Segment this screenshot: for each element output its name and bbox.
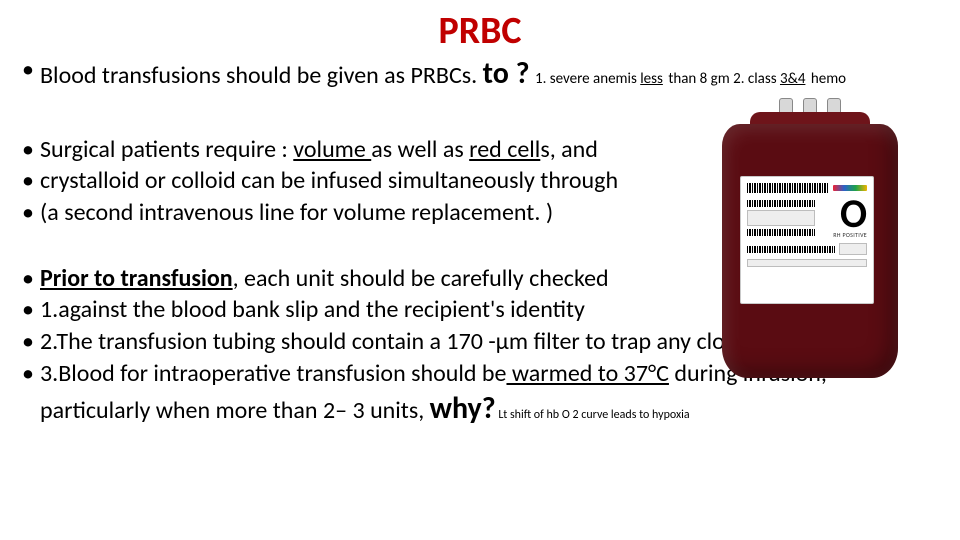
slide-title: PRBC (22, 8, 938, 54)
label-row: O RH POSITIVE (747, 197, 867, 239)
text-3and4: 3&4 (780, 70, 805, 88)
text-fragment: Surgical patients require : (40, 135, 293, 164)
bullet-group-1: Blood transfusions should be given as PR… (22, 54, 938, 94)
text-to-question: to ? (483, 55, 530, 92)
rh-text: RH POSITIVE (821, 231, 867, 239)
blood-bag-image: O RH POSITIVE (692, 98, 925, 393)
label-box-icon (747, 259, 867, 267)
blood-type-letter: O (821, 197, 867, 231)
text-why: why? (430, 390, 496, 427)
text-fragment: hemo (811, 70, 846, 88)
text-volume: volume (293, 135, 371, 164)
slide: PRBC Blood transfusions should be given … (0, 0, 960, 540)
text-fragment: 1. severe anemis (535, 70, 640, 88)
label-box-icon (839, 243, 867, 255)
label-box-icon (747, 210, 815, 226)
text-fragment: than 8 gm 2. class (668, 70, 780, 88)
text-fragment: 3.Blood for intraoperative transfusion s… (40, 359, 506, 388)
text-red-cell: red cell (469, 135, 540, 164)
text-fragment: as well as (371, 135, 469, 164)
text-small-explain: Lt shift of hb O 2 curve leads to hypoxi… (496, 408, 690, 422)
barcode-icon (747, 246, 835, 253)
barcode-icon (747, 183, 829, 193)
text-warmed: warmed to 37°C (506, 359, 668, 388)
text-prior-label: Prior to transfusion (40, 264, 233, 293)
bullet-group-2: Surgical patients require : volume as we… (22, 134, 682, 229)
barcode-icon (747, 229, 815, 236)
text-fragment: Blood transfusions should be given as PR… (40, 61, 477, 90)
text-fragment: s, and (540, 135, 598, 164)
bullet-second-iv-line: (a second intravenous line for volume re… (22, 197, 682, 229)
blood-bag-label: O RH POSITIVE (740, 176, 874, 304)
label-row (747, 243, 867, 255)
text-less: less (640, 70, 663, 88)
text-fragment: , each unit should be carefully checked (233, 264, 609, 293)
bullet-transfusion-prbc: Blood transfusions should be given as PR… (22, 54, 938, 94)
barcode-icon (747, 200, 815, 207)
bullet-crystalloid: crystalloid or colloid can be infused si… (22, 165, 682, 197)
bullet-surgical-volume: Surgical patients require : volume as we… (22, 134, 682, 166)
